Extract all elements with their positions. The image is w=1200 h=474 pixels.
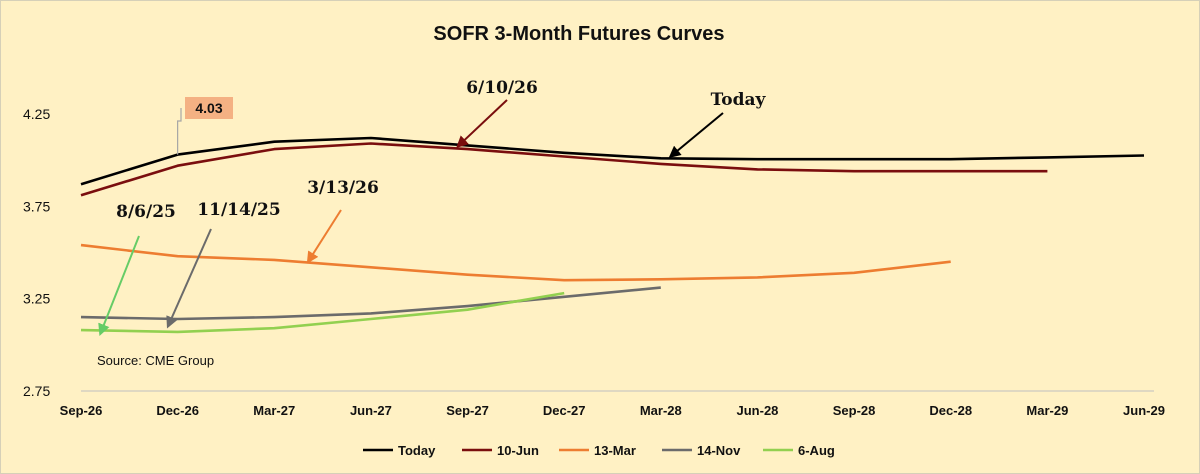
- chart-title: SOFR 3-Month Futures Curves: [433, 23, 724, 45]
- series-line-14-nov: [80, 286, 661, 321]
- annotation-label: 6/10/26: [466, 78, 538, 98]
- annotation-arrow: [98, 235, 140, 336]
- y-tick-label: 3.75: [23, 198, 50, 214]
- legend-label: 14-Nov: [697, 443, 741, 458]
- y-axis: 4.25 3.75 3.25 2.75: [23, 106, 50, 399]
- callout-label: 4.03: [195, 100, 222, 116]
- x-tick-label: Jun-27: [350, 403, 392, 418]
- annotation-label: Today: [711, 90, 767, 110]
- series-line-10-jun: [80, 142, 1048, 197]
- x-tick-label: Dec-27: [543, 403, 586, 418]
- legend-label: 13-Mar: [594, 443, 636, 458]
- y-tick-label: 2.75: [23, 383, 50, 399]
- x-tick-label: Sep-27: [446, 403, 489, 418]
- x-axis: Sep-26 Dec-26 Mar-27 Jun-27 Sep-27 Dec-27 Mar-…: [60, 390, 1165, 418]
- legend-label: 10-Jun: [497, 443, 539, 458]
- legend-label: 6-Aug: [798, 443, 835, 458]
- annotation-layer: Today 6/10/26 3/13/26 11/14/25 8/6/25 4.03: [98, 78, 767, 336]
- callout-box: [185, 97, 233, 119]
- annotation-arrow: [668, 112, 724, 159]
- x-tick-label: Sep-26: [60, 403, 103, 418]
- series-layer: [80, 136, 1145, 334]
- series-line-13-mar: [80, 243, 951, 282]
- y-tick-label: 3.25: [23, 291, 50, 307]
- x-tick-label: Jun-29: [1123, 403, 1165, 418]
- series-line-6-aug: [80, 291, 565, 334]
- series-line-today: [80, 136, 1145, 186]
- x-tick-label: Dec-26: [156, 403, 199, 418]
- legend: Today 10-Jun 13-Mar 14-Nov 6-Aug: [363, 443, 835, 458]
- annotation-arrow: [166, 228, 212, 329]
- x-tick-label: Mar-28: [640, 403, 682, 418]
- x-tick-label: Jun-28: [737, 403, 779, 418]
- legend-label: Today: [398, 443, 436, 458]
- x-tick-label: Mar-29: [1026, 403, 1068, 418]
- source-note: Source: CME Group: [97, 353, 214, 368]
- annotation-label: 11/14/25: [197, 200, 280, 220]
- x-tick-label: Sep-28: [833, 403, 876, 418]
- annotation-arrow: [306, 209, 342, 264]
- annotation-label: 8/6/25: [116, 202, 176, 222]
- annotation-arrow: [456, 99, 508, 148]
- x-tick-label: Dec-28: [929, 403, 972, 418]
- callout-leader: [177, 108, 182, 155]
- x-tick-label: Mar-27: [253, 403, 295, 418]
- annotation-label: 3/13/26: [307, 178, 379, 198]
- y-tick-label: 4.25: [23, 106, 50, 122]
